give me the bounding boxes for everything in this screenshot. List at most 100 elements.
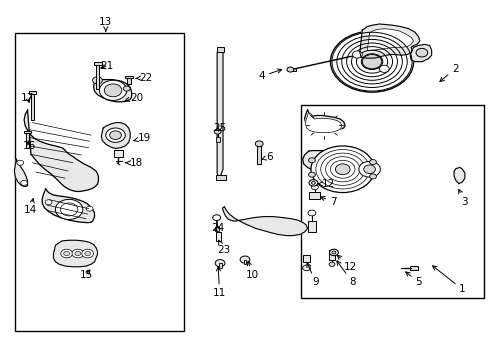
Text: 5: 5 — [406, 272, 422, 287]
Bar — [15, 33, 184, 330]
Polygon shape — [42, 189, 95, 223]
Circle shape — [329, 262, 335, 266]
Circle shape — [369, 159, 376, 165]
Polygon shape — [94, 79, 132, 102]
Text: 21: 21 — [100, 61, 114, 71]
Circle shape — [85, 251, 91, 256]
Text: 19: 19 — [134, 133, 151, 143]
Text: 3: 3 — [459, 189, 468, 207]
Text: 17: 17 — [21, 93, 34, 103]
Text: 25: 25 — [213, 123, 226, 133]
Polygon shape — [303, 150, 372, 182]
Circle shape — [106, 128, 125, 142]
Circle shape — [309, 180, 318, 186]
Polygon shape — [360, 24, 420, 58]
Bar — [96, 64, 99, 89]
Text: 23: 23 — [217, 240, 230, 255]
Circle shape — [86, 206, 93, 211]
Circle shape — [61, 249, 73, 258]
Text: 13: 13 — [99, 17, 112, 31]
Circle shape — [309, 158, 316, 163]
Text: 1: 1 — [433, 266, 466, 294]
Circle shape — [303, 265, 311, 271]
Bar — [94, 62, 102, 65]
Circle shape — [359, 161, 380, 177]
Polygon shape — [367, 29, 414, 51]
Bar — [216, 232, 220, 241]
Circle shape — [379, 65, 389, 72]
Circle shape — [352, 51, 362, 58]
Bar — [301, 105, 485, 298]
Bar — [216, 175, 226, 180]
Bar — [329, 249, 335, 260]
Circle shape — [55, 199, 83, 220]
Bar — [125, 76, 133, 78]
Circle shape — [335, 164, 350, 175]
Text: 2: 2 — [440, 64, 459, 82]
Circle shape — [17, 160, 24, 165]
Bar — [308, 221, 317, 232]
Circle shape — [215, 260, 225, 267]
Text: 22: 22 — [136, 73, 153, 83]
Polygon shape — [222, 207, 308, 235]
Polygon shape — [306, 112, 342, 133]
Bar — [28, 91, 36, 94]
Circle shape — [309, 172, 316, 177]
Polygon shape — [24, 110, 98, 192]
Bar — [114, 149, 123, 157]
Bar — [127, 77, 131, 84]
Circle shape — [364, 165, 375, 174]
Bar — [24, 131, 31, 134]
Circle shape — [110, 131, 122, 139]
Circle shape — [312, 185, 318, 190]
Circle shape — [72, 249, 84, 258]
Bar — [31, 93, 34, 120]
Circle shape — [240, 256, 250, 263]
Text: 16: 16 — [23, 141, 36, 151]
Text: 20: 20 — [125, 93, 143, 103]
Text: 6: 6 — [262, 152, 273, 162]
Circle shape — [93, 77, 102, 84]
Circle shape — [45, 200, 52, 205]
Circle shape — [64, 251, 70, 256]
Text: 4: 4 — [259, 69, 282, 81]
Circle shape — [416, 48, 428, 57]
Bar — [216, 136, 220, 141]
Circle shape — [123, 86, 130, 91]
Text: 10: 10 — [246, 261, 259, 280]
Circle shape — [75, 251, 81, 256]
Bar — [303, 255, 311, 262]
Circle shape — [308, 210, 316, 216]
Circle shape — [214, 129, 221, 134]
Bar — [219, 263, 221, 268]
Text: 15: 15 — [79, 270, 93, 280]
Polygon shape — [14, 159, 27, 186]
Text: 12: 12 — [337, 255, 357, 272]
Text: 18: 18 — [126, 158, 143, 168]
Polygon shape — [101, 123, 130, 148]
Circle shape — [332, 251, 336, 254]
Bar — [215, 227, 219, 231]
Polygon shape — [454, 167, 465, 184]
Polygon shape — [305, 110, 345, 130]
Circle shape — [99, 80, 127, 100]
Bar — [257, 144, 261, 164]
Circle shape — [369, 174, 376, 179]
Polygon shape — [410, 44, 432, 62]
Circle shape — [311, 146, 374, 193]
Bar — [310, 192, 320, 199]
Circle shape — [331, 31, 414, 92]
Circle shape — [213, 215, 220, 221]
Circle shape — [255, 141, 263, 147]
Circle shape — [60, 203, 78, 216]
Bar — [410, 266, 418, 270]
Text: 9: 9 — [307, 263, 319, 287]
Circle shape — [104, 84, 122, 97]
Text: 24: 24 — [212, 224, 225, 233]
Circle shape — [21, 180, 27, 185]
Circle shape — [362, 54, 382, 69]
Text: 11: 11 — [213, 267, 226, 298]
Bar — [26, 132, 29, 148]
Bar — [244, 260, 246, 264]
Circle shape — [287, 67, 294, 72]
